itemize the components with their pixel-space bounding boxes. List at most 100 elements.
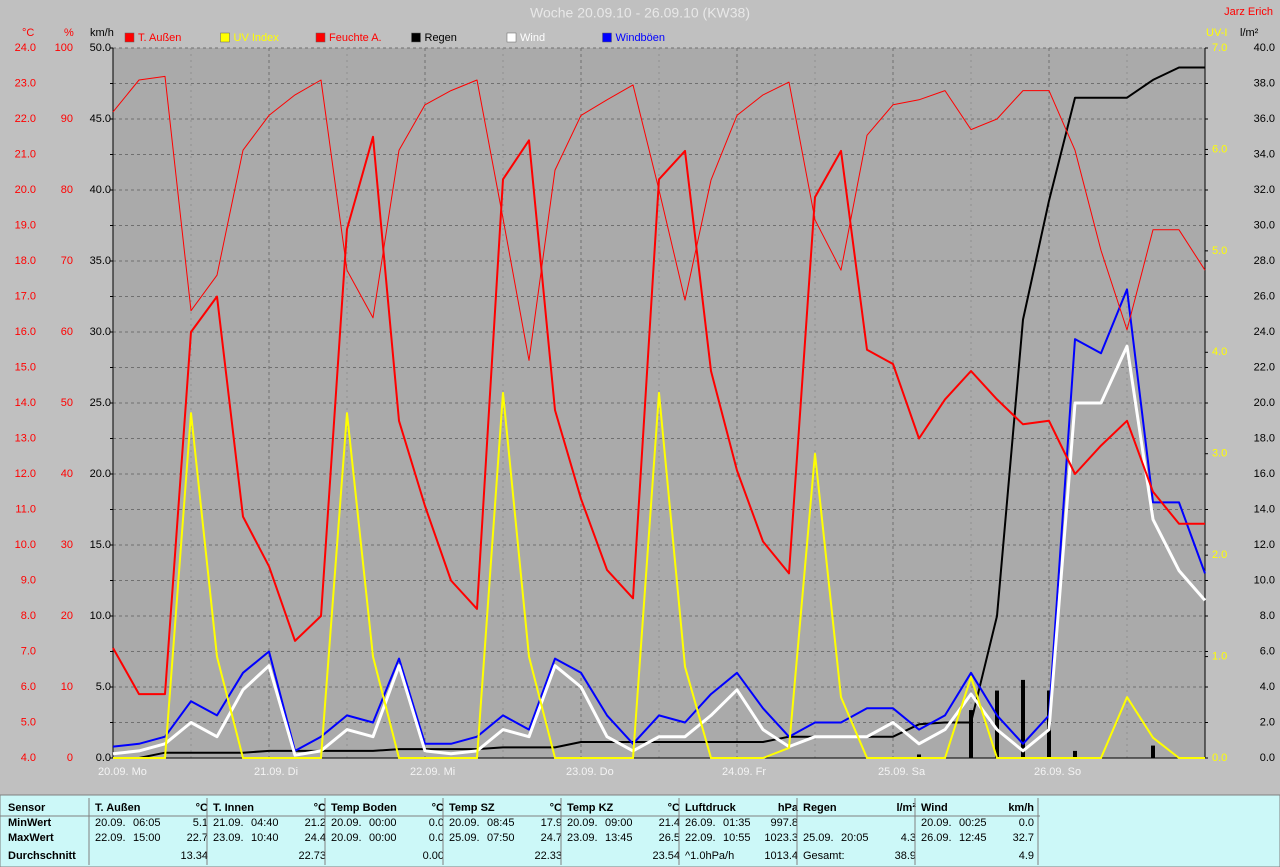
series-line bbox=[112, 344, 1207, 757]
table-cell: 23.09. bbox=[567, 832, 598, 844]
y-tick-label: 4.0 bbox=[1260, 681, 1275, 693]
rain-bar bbox=[1021, 679, 1025, 758]
table-cell: 07:50 bbox=[487, 832, 515, 844]
y-tick-label: 100 bbox=[55, 42, 73, 54]
column-unit: l/m² bbox=[896, 802, 916, 814]
column-header: Temp KZ bbox=[567, 802, 614, 814]
table-cell: 21.09. bbox=[213, 817, 244, 829]
table-cell: 997.8 bbox=[770, 817, 798, 829]
column-header: Luftdruck bbox=[685, 802, 737, 814]
legend-swatch bbox=[602, 32, 612, 43]
column-unit: °C bbox=[432, 802, 444, 814]
y-tick-label: 0 bbox=[67, 752, 73, 764]
y-tick-label: 10.0 bbox=[90, 610, 111, 622]
table-cell: 1023.3 bbox=[764, 832, 798, 844]
rain-bar bbox=[917, 754, 921, 758]
table-cell: 0.00 bbox=[423, 850, 444, 862]
y-tick-label: 40 bbox=[61, 468, 73, 480]
table-cell: 32.7 bbox=[1013, 832, 1034, 844]
table-cell: 4.9 bbox=[1019, 850, 1034, 862]
y-tick-label: 0.0 bbox=[1212, 752, 1227, 764]
table-cell: 09:00 bbox=[605, 817, 633, 829]
y-tick-label: 19.0 bbox=[15, 219, 36, 231]
table-cell: 23.54 bbox=[652, 850, 680, 862]
y-tick-label: 15.0 bbox=[15, 361, 36, 373]
y-tick-label: 60 bbox=[61, 326, 73, 338]
table-cell: 26.5 bbox=[659, 832, 680, 844]
table-cell: ^1.0hPa/h bbox=[685, 850, 734, 862]
column-header: T. Innen bbox=[213, 802, 254, 814]
y-tick-label: 10.0 bbox=[15, 539, 36, 551]
legend-swatch bbox=[411, 32, 421, 43]
y-tick-label: 25.0 bbox=[90, 397, 111, 409]
y-tick-label: 22.0 bbox=[15, 113, 36, 125]
table-cell: 22.73 bbox=[298, 850, 326, 862]
y-tick-label: 90 bbox=[61, 113, 73, 125]
axis-unit: % bbox=[64, 27, 74, 39]
series-line bbox=[113, 391, 1205, 759]
column-header: Wind bbox=[921, 802, 948, 814]
rain-bar bbox=[1073, 750, 1077, 758]
axis-unit: UV-I bbox=[1206, 27, 1227, 39]
table-cell: 0.0 bbox=[429, 832, 444, 844]
y-tick-label: 18.0 bbox=[1254, 432, 1275, 444]
row-label: MinWert bbox=[8, 817, 52, 829]
y-tick-label: 28.0 bbox=[1254, 255, 1275, 267]
y-tick-label: 1.0 bbox=[1212, 650, 1227, 662]
row-label: Durchschnitt bbox=[8, 850, 76, 862]
table-cell: 20.09. bbox=[567, 817, 598, 829]
table-cell: 4.3 bbox=[901, 832, 916, 844]
y-tick-label: 3.0 bbox=[1212, 448, 1227, 460]
table-cell: 24.7 bbox=[541, 832, 562, 844]
legend-label: Regen bbox=[425, 32, 457, 44]
column-header: Temp SZ bbox=[449, 802, 495, 814]
legend-swatch bbox=[220, 32, 230, 43]
table-cell: 20.09. bbox=[449, 817, 480, 829]
table-cell: 5.1 bbox=[193, 817, 208, 829]
rain-bar bbox=[995, 690, 999, 758]
table-cell: 13.34 bbox=[180, 850, 208, 862]
table-cell: 13:45 bbox=[605, 832, 633, 844]
legend-label: Windböen bbox=[616, 32, 666, 44]
y-tick-label: 11.0 bbox=[15, 503, 36, 515]
table-cell: 00:00 bbox=[369, 817, 397, 829]
y-tick-label: 30.0 bbox=[90, 326, 111, 338]
table-cell: 25.09. bbox=[449, 832, 480, 844]
axis-unit: °C bbox=[22, 27, 34, 39]
y-tick-label: 17.0 bbox=[15, 290, 36, 302]
column-header: Regen bbox=[803, 802, 837, 814]
table-cell: 38.9 bbox=[895, 850, 916, 862]
y-tick-label: 26.0 bbox=[1254, 290, 1275, 302]
y-tick-label: 14.0 bbox=[15, 397, 36, 409]
table-cell: 22.09. bbox=[95, 832, 126, 844]
table-cell: Gesamt: bbox=[803, 850, 845, 862]
y-tick-label: 7.0 bbox=[1212, 42, 1227, 54]
y-tick-label: 50.0 bbox=[90, 42, 111, 54]
y-tick-label: 13.0 bbox=[15, 432, 36, 444]
y-tick-label: 45.0 bbox=[90, 113, 111, 125]
y-tick-label: 10.0 bbox=[1254, 574, 1275, 586]
y-tick-label: 18.0 bbox=[15, 255, 36, 267]
table-cell: 21.2 bbox=[305, 817, 326, 829]
column-header: T. Außen bbox=[95, 802, 141, 814]
table-cell: 23.09. bbox=[213, 832, 244, 844]
y-tick-label: 10 bbox=[61, 681, 73, 693]
x-tick-label: 20.09. Mo bbox=[98, 766, 147, 778]
y-tick-label: 80 bbox=[61, 184, 73, 196]
table-cell: 0.0 bbox=[1019, 817, 1034, 829]
table-cell: 22.7 bbox=[187, 832, 208, 844]
table-cell: 12:45 bbox=[959, 832, 987, 844]
y-tick-label: 20.0 bbox=[90, 468, 111, 480]
rain-bar bbox=[1151, 745, 1155, 758]
table-cell: 15:00 bbox=[133, 832, 161, 844]
y-tick-label: 14.0 bbox=[1254, 503, 1275, 515]
y-tick-label: 7.0 bbox=[21, 645, 36, 657]
y-tick-label: 24.0 bbox=[1254, 326, 1275, 338]
y-tick-label: 40.0 bbox=[90, 184, 111, 196]
y-tick-label: 24.0 bbox=[15, 42, 36, 54]
author: Jarz Erich bbox=[1224, 6, 1273, 18]
column-unit: hPa bbox=[778, 802, 799, 814]
y-tick-label: 6.0 bbox=[1212, 143, 1227, 155]
column-unit: km/h bbox=[1008, 802, 1034, 814]
